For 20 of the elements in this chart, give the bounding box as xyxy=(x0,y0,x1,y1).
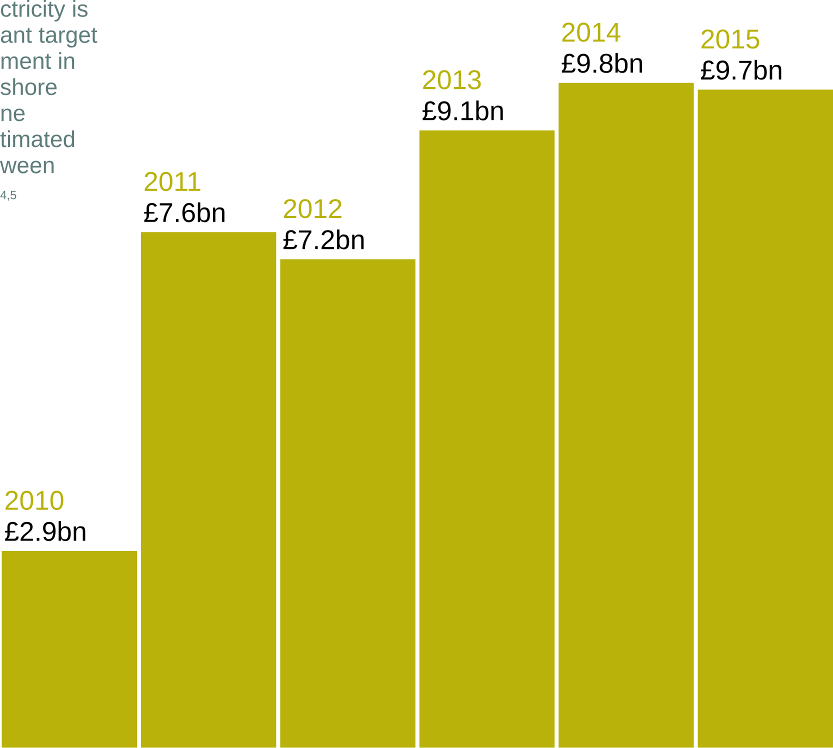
data-label: £9.7bn xyxy=(700,60,782,80)
text: ctricity is xyxy=(0,0,88,22)
annotation: timated xyxy=(0,130,74,148)
annotation: ween xyxy=(0,160,54,174)
data-label: £7.6bn xyxy=(144,202,224,222)
text: ment in xyxy=(2,52,74,70)
x-tick-label: 2013 xyxy=(423,70,481,90)
x-tick-label: 2010 xyxy=(6,490,64,510)
x-tick-label: 2015 xyxy=(702,30,760,49)
data-label: £2.9bn xyxy=(4,521,86,542)
data-label: £9.1bn xyxy=(422,100,503,121)
annotation: 4,5 xyxy=(0,191,16,201)
annotation: shore xyxy=(0,78,57,96)
text: ant target xyxy=(0,28,98,48)
x-tick-label: 2012 xyxy=(284,199,342,218)
x-tick-label: 2014 xyxy=(562,22,620,42)
x-tick-label: 2011 xyxy=(144,172,200,192)
data-label: £9.8bn xyxy=(562,53,642,74)
annotation: ne xyxy=(2,108,25,122)
data-label: £7.2bn xyxy=(283,230,364,250)
